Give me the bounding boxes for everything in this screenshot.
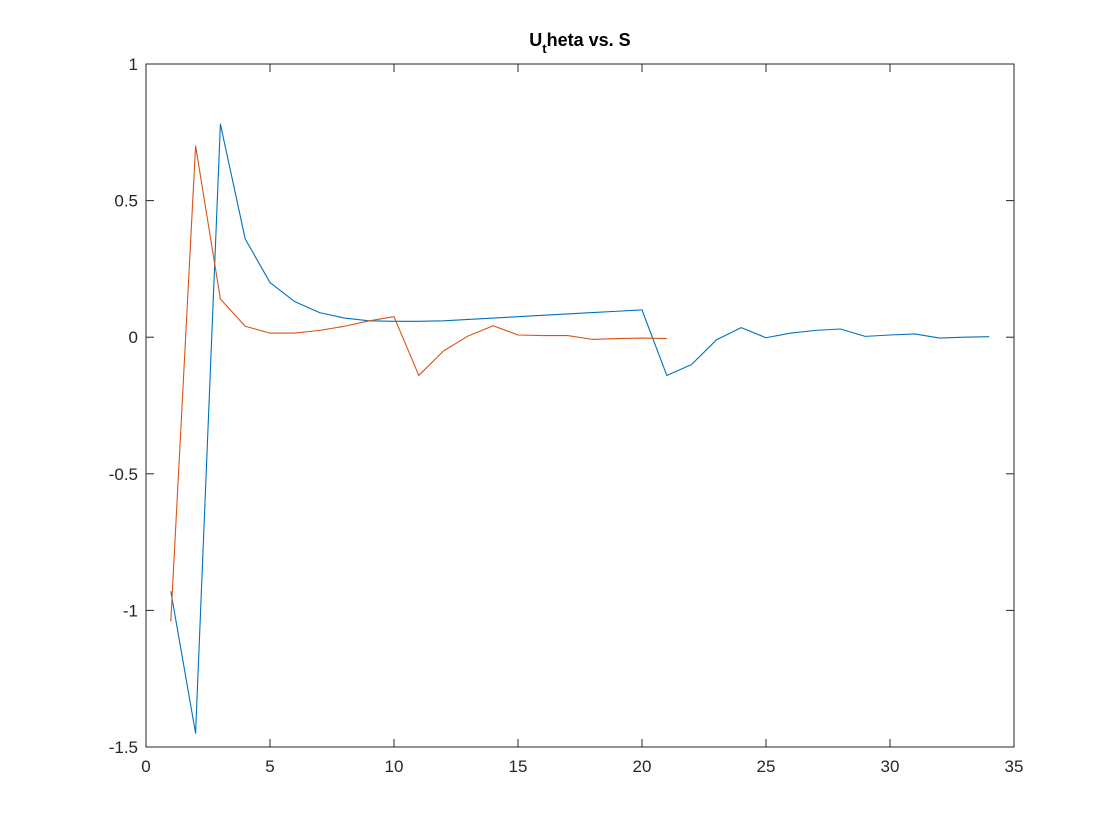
series-1-line: [170, 123, 990, 734]
axes-layer: 0 5 10 15 20 25 30 35 -1.5 -1 -0.5 0 0.5 1: [109, 55, 1024, 776]
series-2-line: [170, 145, 667, 622]
x-tick-label: 15: [509, 757, 528, 776]
x-tick-label: 25: [757, 757, 776, 776]
y-tick-label: -0.5: [109, 465, 138, 484]
y-tick-label: 0.5: [114, 192, 138, 211]
y-tick-label: -1: [123, 601, 138, 620]
y-tick-label: 0: [129, 328, 138, 347]
y-tick-label: -1.5: [109, 738, 138, 757]
series-layer: [170, 123, 990, 734]
x-tick-label: 30: [881, 757, 900, 776]
plot-box: [145, 63, 1015, 748]
x-tick-label: 5: [265, 757, 274, 776]
chart-title: Utheta vs. S: [529, 30, 630, 56]
x-tick-label: 35: [1005, 757, 1024, 776]
x-tick-label: 10: [385, 757, 404, 776]
y-tick-label: 1: [129, 55, 138, 74]
x-tick-label: 0: [141, 757, 150, 776]
x-tick-label: 20: [633, 757, 652, 776]
